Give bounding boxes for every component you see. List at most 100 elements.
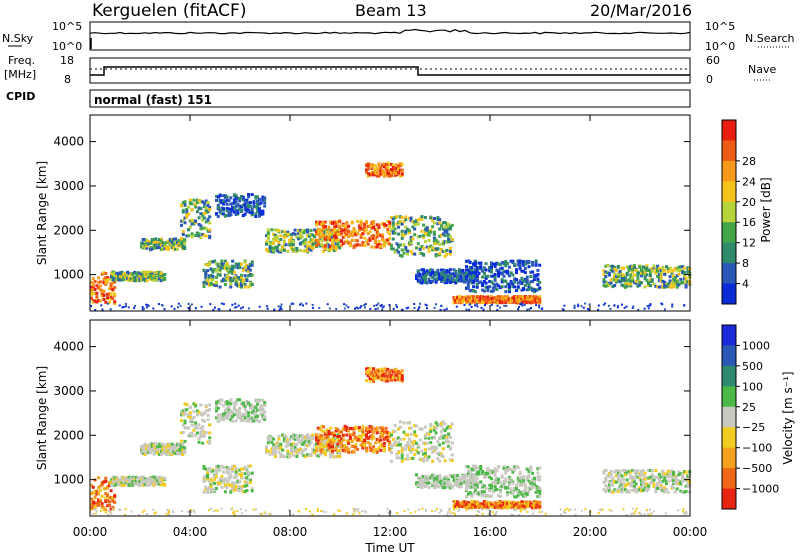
heatmap-cell-power-243	[154, 271, 158, 275]
heatmap-cell-power-552	[211, 270, 215, 274]
heatmap-cell-power-2102	[500, 301, 504, 305]
heatmap-cell-power-1427	[381, 169, 385, 173]
heatmap-cell-velocity-1397	[368, 366, 372, 370]
heatmap-cell-velocity-1575	[413, 433, 417, 437]
heatmap-cell-velocity-1180	[329, 445, 333, 449]
heatmap-cell-velocity-171	[134, 475, 138, 479]
heatmap-cell-power-2416	[518, 279, 522, 283]
heatmap-cell-power-1657	[438, 234, 442, 238]
heatmap-cell-power-2962	[266, 305, 269, 308]
heatmap-cell-velocity-218	[149, 482, 152, 486]
heatmap-cell-power-2037	[482, 300, 486, 304]
heatmap-cell-velocity-340	[156, 448, 160, 452]
heatmap-cell-power-2864	[369, 307, 372, 310]
heatmap-cell-power-477	[199, 224, 203, 228]
heatmap-cell-power-171	[134, 278, 138, 282]
heatmap-cell-power-474	[199, 227, 203, 231]
heatmap-cell-power-2620	[640, 271, 643, 275]
heatmap-cell-velocity-215	[147, 479, 151, 482]
heatmap-cell-power-786	[236, 211, 240, 215]
heatmap-cell-power-2920	[147, 304, 150, 307]
heatmap-cell-power-26	[97, 299, 101, 303]
heatmap-cell-velocity-413	[177, 452, 181, 456]
heatmap-cell-power-1046	[313, 234, 317, 238]
heatmap-cell-power-1960	[461, 296, 465, 299]
heatmap-cell-power-1978	[466, 297, 470, 301]
heatmap-cell-power-1075	[322, 237, 326, 241]
heatmap-cell-power-141	[126, 270, 129, 274]
heatmap-cell-power-2821	[266, 307, 269, 310]
heatmap-cell-power-932	[277, 241, 281, 245]
heatmap-cell-velocity-1302	[365, 449, 368, 453]
heatmap-cell-power-12	[91, 300, 95, 304]
heatmap-cell-power-1637	[432, 236, 436, 240]
heatmap-cell-velocity-679	[243, 472, 247, 476]
heatmap-cell-power-2824	[299, 303, 302, 306]
heatmap-cell-power-1284	[361, 243, 365, 247]
heatmap-cell-power-69	[109, 293, 113, 297]
heatmap-cell-power-823	[247, 195, 251, 199]
heatmap-cell-power-1754	[427, 270, 431, 274]
heatmap-cell-power-2803	[426, 307, 428, 310]
heatmap-cell-velocity-1365	[384, 431, 388, 435]
heatmap-cell-velocity-1521	[397, 443, 401, 447]
heatmap-cell-power-390	[179, 244, 183, 248]
heatmap-cell-velocity-719	[218, 398, 222, 402]
heatmap-cell-power-1201	[334, 234, 338, 238]
heatmap-cell-velocity-1347	[379, 430, 383, 434]
heatmap-cell-velocity-514	[204, 404, 208, 408]
heatmap-cell-power-1653	[436, 240, 440, 244]
heatmap-cell-velocity-669	[240, 472, 243, 476]
heatmap-cell-velocity-1513	[393, 424, 397, 427]
heatmap-cell-power-1082	[323, 247, 327, 251]
heatmap-cell-power-884	[266, 237, 270, 241]
heatmap-cell-velocity-1799	[443, 475, 447, 479]
heatmap-cell-velocity-1023	[307, 442, 311, 446]
heatmap-cell-velocity-349	[159, 444, 163, 448]
heatmap-cell-power-2463	[531, 270, 535, 274]
heatmap-cell-power-2761	[684, 283, 688, 287]
heatmap-cell-power-2825	[623, 306, 626, 309]
heatmap-cell-power-602	[223, 259, 227, 263]
heatmap-cell-velocity-257	[157, 476, 161, 480]
heatmap-cell-velocity-1282	[361, 442, 365, 446]
heatmap-cell-power-2943	[445, 307, 448, 310]
heatmap-cell-velocity-640	[232, 476, 236, 480]
heatmap-cell-power-260	[159, 272, 163, 276]
heatmap-cell-velocity-1642	[434, 447, 438, 451]
heatmap-cell-power-2901	[190, 303, 193, 306]
heatmap-cell-power-2392	[509, 282, 513, 285]
heatmap-cell-power-415	[181, 219, 185, 222]
heatmap-cell-power-2175	[522, 300, 526, 304]
heatmap-cell-power-1103	[331, 236, 335, 240]
heatmap-cell-velocity-1919	[457, 504, 461, 508]
heatmap-cell-power-63	[109, 297, 113, 301]
heatmap-cell-velocity-212	[147, 483, 151, 487]
heatmap-cell-power-1512	[393, 227, 397, 231]
heatmap-cell-power-462	[195, 201, 199, 205]
heatmap-cell-power-1379	[366, 165, 370, 169]
heatmap-cell-velocity-633	[231, 469, 235, 473]
colorbar-tick-label-power-0: 4	[742, 278, 749, 291]
heatmap-cell-velocity-674	[241, 490, 245, 494]
heatmap-cell-power-1895	[466, 271, 470, 275]
heatmap-cell-velocity-1369	[384, 426, 388, 430]
heatmap-cell-power-2687	[661, 279, 665, 283]
heatmap-cell-power-2623	[641, 265, 645, 269]
heatmap-cell-velocity-123	[120, 483, 124, 487]
heatmap-cell-power-1709	[415, 277, 418, 280]
heatmap-cell-power-2871	[433, 306, 436, 309]
heatmap-cell-power-2014	[477, 296, 481, 299]
heatmap-cell-velocity-1274	[357, 434, 361, 438]
heatmap-cell-velocity-543	[206, 490, 210, 494]
heatmap-cell-velocity-1834	[454, 483, 458, 487]
heatmap-cell-velocity-1911	[454, 504, 458, 508]
noise-tick-top-left: 10^5	[52, 20, 82, 33]
heatmap-cell-velocity-94	[111, 478, 115, 482]
heatmap-cell-velocity-97	[113, 481, 117, 485]
heatmap-cell-power-1866	[457, 272, 461, 276]
heatmap-cell-power-2479	[534, 263, 538, 267]
heatmap-cell-power-2822	[141, 308, 144, 311]
heatmap-cell-power-2974	[683, 304, 686, 307]
heatmap-cell-power-2257	[470, 266, 474, 270]
